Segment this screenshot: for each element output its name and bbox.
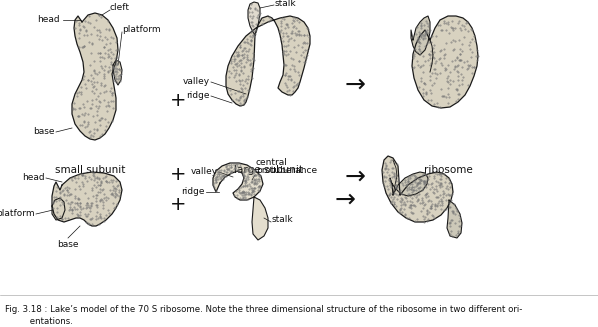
- Text: Fig. 3.18 : Lake’s model of the 70 S ribosome. Note the three dimensional struct: Fig. 3.18 : Lake’s model of the 70 S rib…: [5, 305, 523, 326]
- Text: +: +: [170, 91, 186, 110]
- Text: ridge: ridge: [182, 187, 205, 197]
- Polygon shape: [248, 2, 260, 35]
- Text: stalk: stalk: [275, 0, 297, 8]
- Text: protuberance: protuberance: [256, 166, 317, 175]
- Polygon shape: [447, 200, 462, 238]
- Text: platform: platform: [0, 210, 35, 218]
- Polygon shape: [390, 172, 428, 196]
- Polygon shape: [252, 197, 268, 240]
- Text: cleft: cleft: [110, 4, 130, 12]
- Polygon shape: [412, 16, 478, 108]
- Polygon shape: [113, 60, 122, 85]
- Text: →: →: [344, 73, 365, 97]
- Text: valley: valley: [191, 167, 218, 177]
- Text: ridge: ridge: [187, 92, 210, 100]
- Text: ribosome: ribosome: [423, 165, 472, 175]
- Text: valley: valley: [183, 77, 210, 87]
- Text: base: base: [33, 128, 55, 136]
- Text: central: central: [256, 158, 288, 167]
- Text: stalk: stalk: [272, 215, 294, 225]
- Text: small subunit: small subunit: [55, 165, 125, 175]
- Polygon shape: [52, 198, 65, 220]
- Polygon shape: [382, 156, 453, 222]
- Polygon shape: [72, 13, 118, 140]
- Text: platform: platform: [122, 26, 161, 35]
- Text: →: →: [334, 188, 355, 212]
- Polygon shape: [226, 16, 310, 106]
- Text: +: +: [170, 196, 186, 215]
- Text: head: head: [37, 15, 60, 25]
- Text: head: head: [22, 174, 45, 182]
- Text: +: +: [170, 165, 186, 184]
- Text: large subunit: large subunit: [233, 165, 303, 175]
- Text: →: →: [344, 165, 365, 189]
- Polygon shape: [52, 172, 122, 226]
- Text: base: base: [57, 240, 79, 249]
- Polygon shape: [411, 16, 430, 55]
- Polygon shape: [213, 163, 263, 200]
